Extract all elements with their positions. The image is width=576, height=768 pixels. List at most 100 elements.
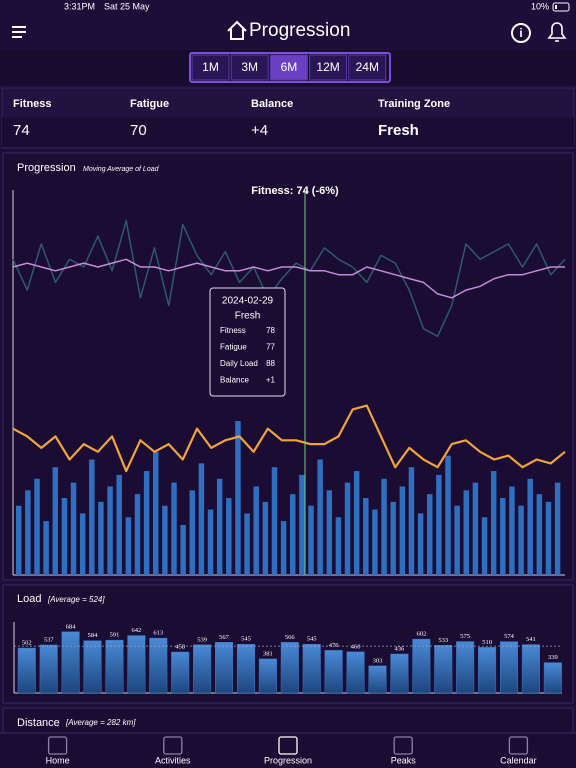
daily-load-bar [481,517,488,575]
load-bar [17,647,36,694]
daily-load-bar [52,467,59,575]
load-value-label: 303 [373,657,383,664]
range-button[interactable] [348,54,387,81]
series-line [12,258,565,299]
tab-label[interactable]: Activities [155,755,191,765]
daily-load-bar [244,513,250,575]
daily-load-bar [216,478,223,575]
range-button[interactable] [309,54,348,81]
daily-load-bar [79,513,86,575]
daily-load-bar [344,482,351,575]
stat-label: Training Zone [378,98,450,110]
daily-load-bar [436,474,442,575]
status-time: 3:31PM [64,1,95,11]
daily-load-bar [198,463,205,575]
tab-icon[interactable] [393,736,413,755]
load-bar [39,644,58,694]
load-value-label: 545 [241,636,251,643]
tooltip-row-value: 88 [266,359,275,368]
daily-load-bar [536,494,543,575]
load-bar [302,643,321,694]
series-line [12,220,566,338]
load-bar [215,642,234,694]
distance-title: Distance [17,717,60,729]
load-bar [61,631,80,694]
tab-icon[interactable] [278,736,298,755]
load-bar [412,638,431,694]
daily-load-bar [171,482,177,575]
load-bar [171,651,190,694]
status-date: Sat 25 May [104,1,150,11]
range-button[interactable] [191,54,230,81]
load-value-label: 339 [548,654,558,661]
range-label: 1M [202,60,219,74]
daily-load-bar [235,421,241,575]
load-bar [236,643,255,694]
chart-title: Load [17,593,41,605]
notifications-button[interactable] [547,22,567,42]
tab-icon[interactable] [163,736,183,755]
daily-load-bar [143,471,150,575]
load-value-label: 539 [197,636,207,643]
range-selector [189,52,391,83]
info-button[interactable]: i [511,23,531,43]
daily-load-bar [153,451,159,575]
load-value-label: 684 [66,623,77,630]
load-value-label: 584 [88,632,99,639]
load-bar [280,642,299,694]
range-button[interactable] [269,54,308,81]
daily-load-bar [472,482,479,575]
tab-label[interactable]: Peaks [391,755,417,765]
load-value-label: 541 [526,636,536,643]
daily-load-bar [518,505,524,575]
page-title: Progression [249,20,350,41]
load-value-label: 436 [395,645,406,652]
daily-load-bar [107,486,113,575]
load-value-label: 545 [307,636,317,643]
menu-button[interactable] [12,26,26,38]
load-value-label: 613 [153,630,163,637]
daily-load-bar [527,478,533,575]
stat-label: Fitness [13,98,52,110]
daily-load-bar [34,478,40,575]
daily-load-bar [280,521,287,575]
tooltip-row-value: +1 [266,376,276,385]
load-bar [478,647,497,694]
daily-load-bar [454,505,460,575]
load-bar [127,635,146,694]
daily-load-bar [162,505,168,575]
load-bar [434,645,453,694]
range-button[interactable] [230,54,269,81]
daily-load-bar [490,471,497,575]
load-value-label: 602 [416,631,426,638]
daily-load-bar [545,501,552,575]
tab-icon[interactable] [508,736,529,755]
load-value-label: 502 [22,640,32,647]
load-bar [105,639,124,694]
range-label: 6M [281,60,298,74]
daily-load-bar [226,498,232,575]
tab-label[interactable]: Progression [264,755,312,765]
load-bar [193,644,212,694]
daily-load-bar [509,486,515,575]
tooltip-row-value: 77 [266,343,275,352]
stat-value: 74 [13,122,30,139]
tab-label[interactable]: Home [46,755,70,765]
range-label: 24M [356,60,379,74]
tooltip-row-value: 78 [266,326,275,335]
stat-value: Fresh [378,122,419,139]
tooltip-date: 2024-02-29 [222,296,274,307]
daily-load-bar [299,474,305,575]
load-bar [521,644,540,694]
tooltip [209,287,286,397]
range-label: 3M [241,60,258,74]
daily-load-bar [61,498,68,575]
progression-panel [2,152,574,581]
daily-load-bar [262,501,269,575]
tab-icon[interactable] [47,736,68,755]
stat-label: Balance [251,98,293,110]
daily-load-bar [427,494,433,575]
tab-label[interactable]: Calendar [500,755,537,765]
daily-load-bar [381,478,387,575]
stat-label: Fatigue [130,98,169,110]
